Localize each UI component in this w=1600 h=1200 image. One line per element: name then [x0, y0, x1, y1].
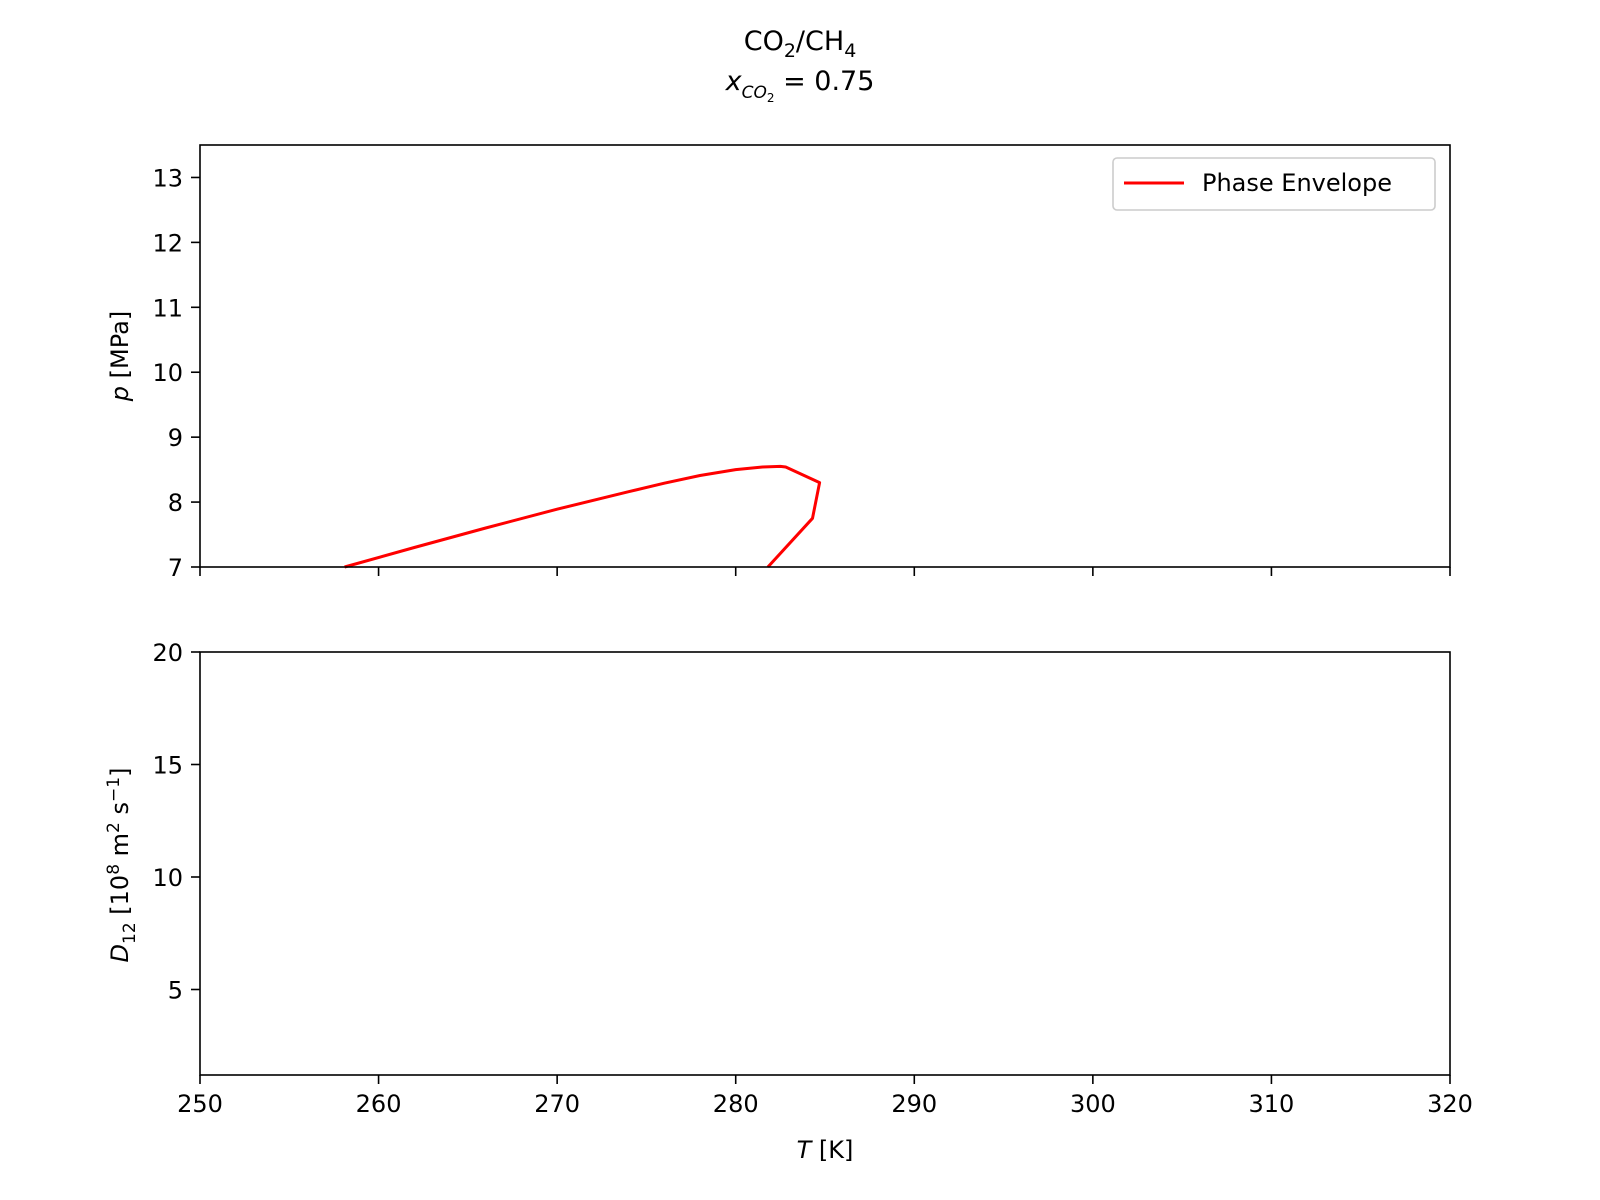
diffusion-plot-frame: [199, 651, 1451, 1076]
pressure-series-layer: [344, 464, 822, 569]
pressure-y-axis-label: p [MPa]: [106, 311, 134, 402]
legend: Phase Envelope: [1112, 157, 1436, 211]
diffusion-x-tick-label-290: 290: [891, 1090, 937, 1118]
pressure-y-tick-label-13: 13: [152, 164, 183, 192]
pressure-y-tick-label-7: 7: [168, 554, 183, 582]
pressure-y-ticks: 7 8 9 10 11 12 13: [152, 164, 200, 582]
diffusion-x-tick-label-250: 250: [177, 1090, 223, 1118]
pressure-plot-background: [200, 145, 1450, 567]
diffusion-y-tick-label-20: 20: [152, 639, 183, 667]
legend-phase-envelope-label: Phase Envelope: [1202, 169, 1392, 197]
pressure-y-tick-label-8: 8: [168, 489, 183, 517]
diffusion-y-tick-label-15: 15: [152, 752, 183, 780]
diffusion-x-tick-label-260: 260: [356, 1090, 402, 1118]
pressure-x-ticks: [199, 567, 1451, 576]
diffusion-x-tick-label-270: 270: [534, 1090, 580, 1118]
x-axis-label: T [K]: [797, 1136, 854, 1164]
pressure-y-tick-label-11: 11: [152, 294, 183, 322]
diffusion-y-ticks: 5 10 15 20: [152, 639, 200, 1005]
diffusion-y-axis-label: D12 [108 m2 s−1]: [104, 768, 140, 963]
pressure-y-tick-label-9: 9: [168, 424, 183, 452]
legend-box: [1112, 157, 1436, 211]
diffusion-plot-panel: 250 260 270 280 290 300 310 320 5 10 15 20 D12 [10…: [104, 639, 1473, 1118]
diffusion-x-ticks: 250 260 270 280 290 300 310 320: [177, 1075, 1473, 1118]
diffusion-y-tick-label-10: 10: [152, 864, 183, 892]
figure-title-line2: xCO2 = 0.75: [725, 66, 875, 105]
diffusion-x-tick-label-320: 320: [1427, 1090, 1473, 1118]
phase-envelope-line: [344, 464, 822, 569]
diffusion-x-tick-label-310: 310: [1249, 1090, 1295, 1118]
pressure-y-tick-label-12: 12: [152, 229, 183, 257]
diffusion-x-tick-label-280: 280: [713, 1090, 759, 1118]
diffusion-y-tick-label-5: 5: [168, 977, 183, 1005]
pressure-plot-frame: [199, 144, 1451, 568]
diffusion-x-tick-label-300: 300: [1070, 1090, 1116, 1118]
pressure-plot-panel: 7 8 9 10 11 12 13 p [MPa] Phase Envelope: [106, 144, 1451, 582]
figure-title-line1: CO2/CH4: [744, 26, 857, 62]
pressure-y-tick-label-10: 10: [152, 359, 183, 387]
diffusion-plot-background: [200, 652, 1450, 1075]
